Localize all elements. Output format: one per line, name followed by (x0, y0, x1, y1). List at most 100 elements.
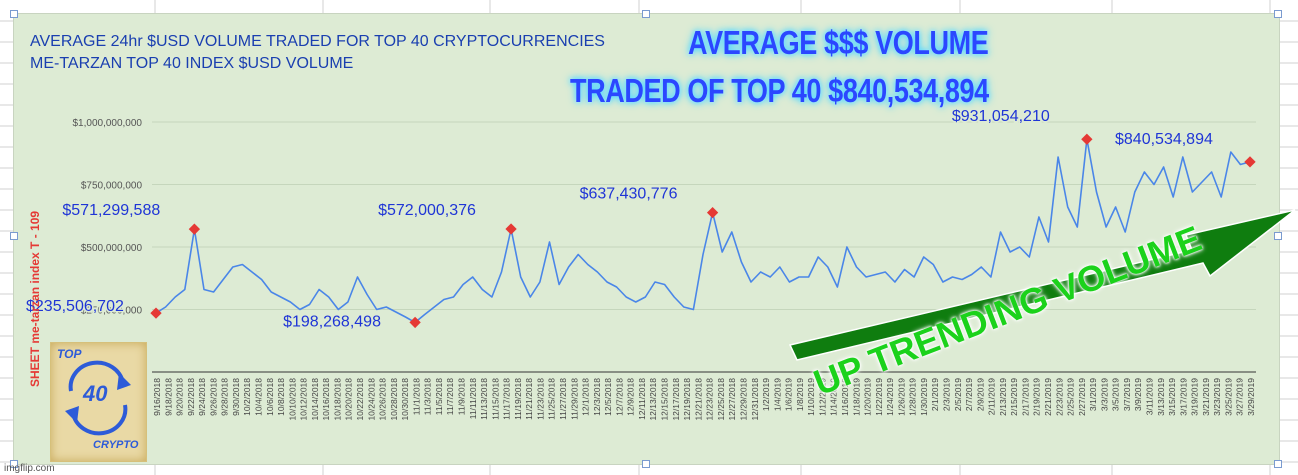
x-tick-label: 1/8/2019 (795, 378, 805, 411)
x-tick-label: 10/18/2018 (332, 378, 342, 421)
x-tick-label: 11/11/2018 (468, 378, 478, 420)
x-tick-label: 11/3/2018 (423, 378, 433, 415)
x-tick-label: 2/19/2019 (1032, 378, 1042, 416)
x-tick-label: 3/15/2019 (1167, 378, 1177, 416)
data-point-marker[interactable] (1081, 133, 1093, 145)
x-tick-label: 3/19/2019 (1190, 378, 1200, 416)
x-tick-label: 12/29/2018 (738, 378, 748, 421)
x-tick-label: 10/20/2018 (344, 378, 354, 421)
x-tick-label: 9/28/2018 (220, 378, 230, 416)
x-tick-label: 1/22/2019 (874, 378, 884, 416)
x-tick-label: 3/23/2019 (1212, 378, 1222, 416)
logo-bottom-text: CRYPTO (93, 439, 139, 451)
x-tick-label: 2/5/2019 (953, 378, 963, 411)
x-tick-label: 2/11/2019 (987, 378, 997, 415)
x-tick-label: 1/10/2019 (806, 378, 816, 416)
x-tick-label: 2/17/2019 (1020, 378, 1030, 416)
x-tick-label: 12/17/2018 (671, 378, 681, 421)
x-tick-label: 3/11/2019 (1144, 378, 1154, 415)
x-tick-label: 12/11/2018 (637, 378, 647, 420)
x-tick-label: 3/3/2019 (1099, 378, 1109, 411)
x-tick-label: 9/26/2018 (208, 378, 218, 416)
y-tick-label: $500,000,000 (81, 243, 143, 254)
x-tick-label: 9/20/2018 (175, 378, 185, 416)
x-tick-label: 11/29/2018 (569, 378, 579, 420)
x-tick-label: 11/1/2018 (411, 378, 421, 415)
x-tick-label: 3/7/2019 (1122, 378, 1132, 411)
x-tick-label: 10/8/2018 (276, 378, 286, 416)
x-tick-label: 10/22/2018 (355, 378, 365, 421)
x-tick-label: 3/21/2019 (1201, 378, 1211, 416)
x-tick-label: 12/25/2018 (716, 378, 726, 421)
x-tick-label: 11/21/2018 (524, 378, 534, 420)
x-tick-label: 2/25/2019 (1066, 378, 1076, 416)
data-point-marker[interactable] (505, 223, 517, 235)
x-tick-label: 2/21/2019 (1043, 378, 1053, 416)
x-tick-label: 10/28/2018 (389, 378, 399, 421)
resize-handle-br[interactable] (1274, 460, 1282, 468)
x-tick-label: 1/16/2019 (840, 378, 850, 416)
y-tick-label: $250,000,000 (81, 306, 143, 317)
x-tick-label: 1/30/2019 (919, 378, 929, 416)
y-tick-label: $1,000,000,000 (72, 118, 142, 129)
x-tick-label: 11/23/2018 (535, 378, 545, 420)
x-tick-label: 1/12/2019 (817, 378, 827, 416)
data-point-marker[interactable] (188, 223, 201, 235)
data-label: $198,268,498 (283, 313, 381, 330)
data-label: $571,299,588 (62, 202, 160, 219)
x-tick-label: 12/13/2018 (648, 378, 658, 421)
x-tick-label: 12/3/2018 (592, 378, 602, 416)
x-tick-label: 1/2/2019 (761, 378, 771, 411)
resize-handle-tr[interactable] (1274, 10, 1282, 18)
x-tick-label: 11/27/2018 (558, 378, 568, 420)
x-tick-label: 12/1/2018 (581, 378, 591, 416)
chart-title: AVERAGE 24hr $USD VOLUME TRADED FOR TOP … (30, 33, 605, 50)
resize-handle-ml[interactable] (10, 232, 18, 240)
data-point-marker[interactable] (1244, 156, 1256, 168)
x-tick-label: 11/5/2018 (434, 378, 444, 415)
x-tick-label: 12/5/2018 (603, 378, 613, 416)
x-tick-label: 1/18/2019 (851, 378, 861, 416)
x-tick-label: 2/27/2019 (1077, 378, 1087, 416)
x-tick-label: 11/15/2018 (490, 378, 500, 420)
x-tick-label: 3/29/2019 (1246, 378, 1256, 416)
x-tick-label: 10/6/2018 (265, 378, 275, 416)
x-tick-label: 9/24/2018 (197, 378, 207, 416)
data-point-marker[interactable] (409, 316, 421, 329)
x-tick-label: 1/4/2019 (772, 378, 782, 411)
x-tick-label: 3/17/2019 (1178, 378, 1188, 416)
x-tick-label: 1/24/2019 (885, 378, 895, 416)
x-tick-label: 9/30/2018 (231, 378, 241, 416)
x-tick-label: 2/9/2019 (975, 378, 985, 411)
x-tick-label: 11/13/2018 (479, 378, 489, 420)
x-tick-label: 9/22/2018 (186, 378, 196, 416)
logo-number: 40 (83, 381, 108, 406)
resize-handle-bl[interactable] (10, 460, 18, 468)
x-tick-label: 9/18/2018 (163, 378, 173, 416)
data-point-marker[interactable] (150, 307, 162, 319)
series-line-volume (155, 138, 1251, 324)
data-label: $637,430,776 (580, 186, 678, 203)
resize-handle-mr[interactable] (1274, 232, 1282, 240)
x-tick-label: 12/7/2018 (614, 378, 624, 416)
y-tick-label: $750,000,000 (81, 181, 143, 192)
cycle-arrows-icon (65, 360, 131, 436)
x-tick-label: 1/26/2019 (896, 378, 906, 416)
logo-top-text: TOP (57, 347, 82, 361)
trend-arrow (788, 209, 1296, 361)
x-tick-label: 1/28/2019 (908, 378, 918, 416)
x-tick-label: 12/21/2018 (693, 378, 703, 421)
chart-frame[interactable] (13, 13, 1280, 465)
data-point-marker[interactable] (706, 206, 719, 219)
resize-handle-bm[interactable] (642, 460, 650, 468)
x-tick-label: 3/5/2019 (1111, 378, 1121, 411)
x-tick-label: 11/25/2018 (547, 378, 557, 420)
resize-handle-tm[interactable] (642, 10, 650, 18)
x-tick-label: 10/30/2018 (400, 378, 410, 421)
x-tick-label: 2/23/2019 (1054, 378, 1064, 416)
x-tick-label: 10/10/2018 (287, 378, 297, 421)
resize-handle-tl[interactable] (10, 10, 18, 18)
x-tick-label: 2/13/2019 (998, 378, 1008, 416)
y-axis-label: SHEET me-tarzan index T - 109 (28, 211, 42, 387)
x-tick-label: 10/12/2018 (299, 378, 309, 421)
